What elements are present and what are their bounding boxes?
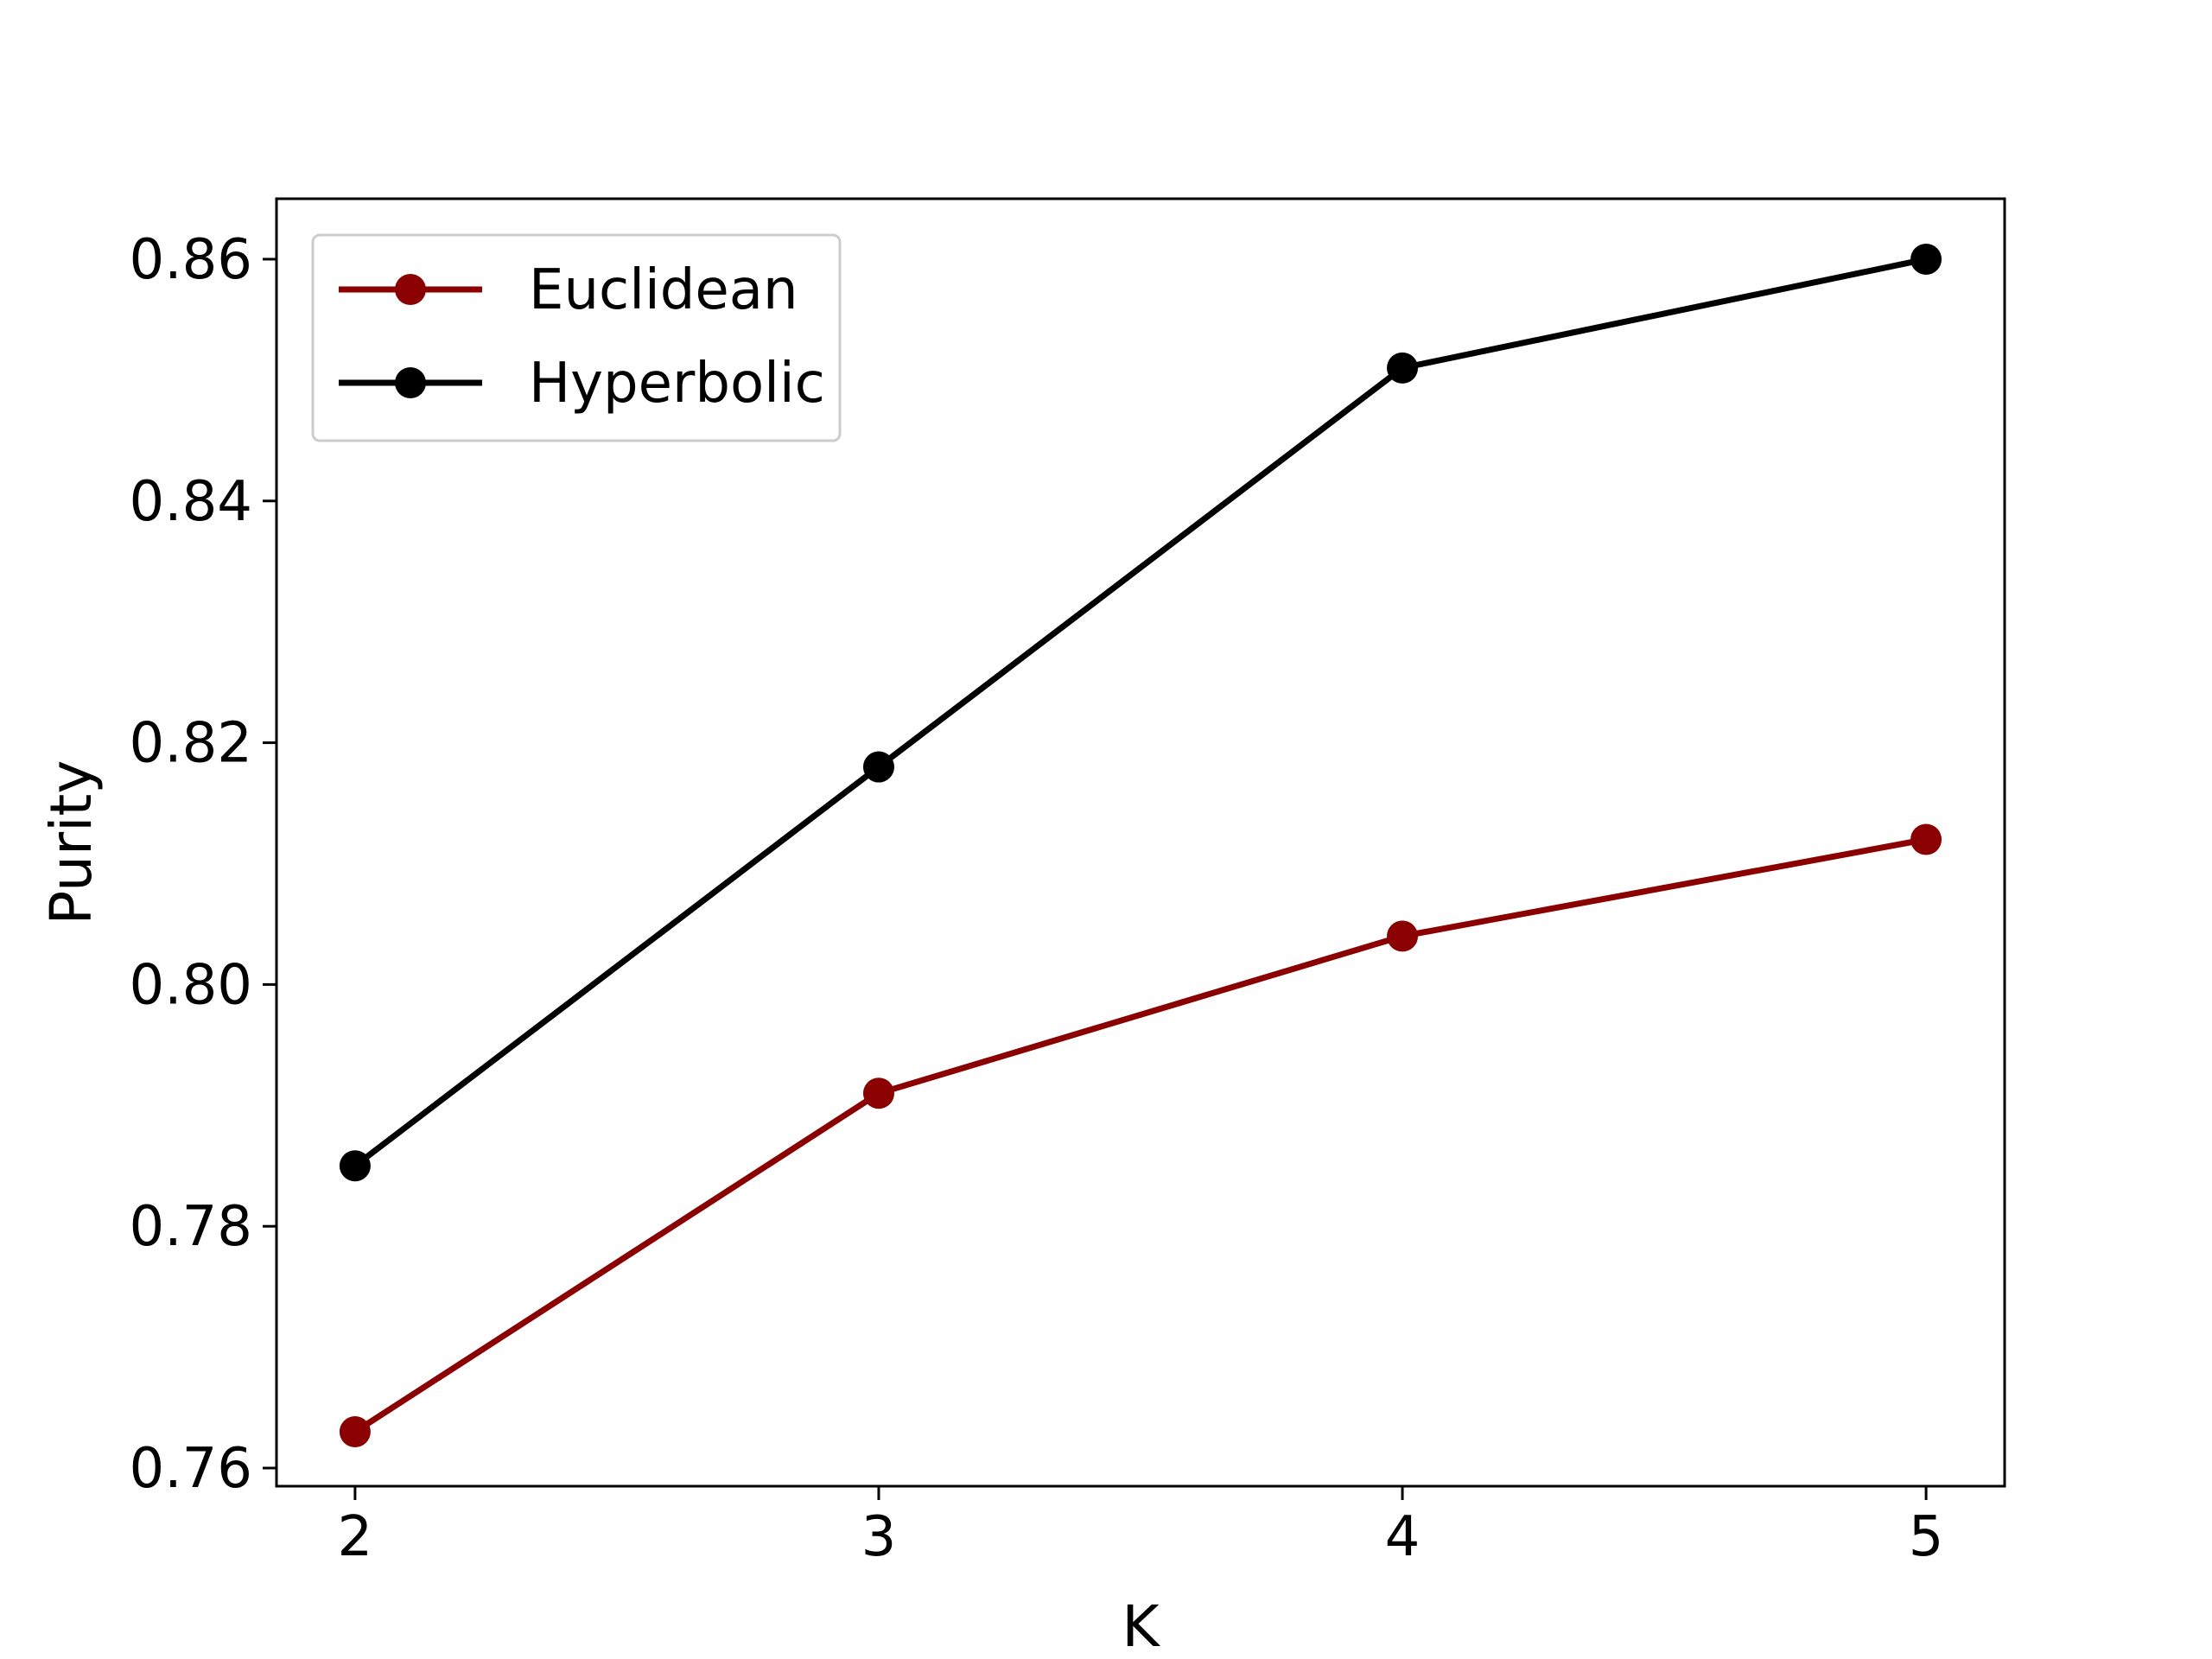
y-tick-label: 0.84 bbox=[130, 470, 253, 534]
tick-layer: 2 3 4 5 0.76 0.78 0.80 0.82 0.84 0.86 bbox=[130, 228, 1944, 1569]
y-tick-label: 0.80 bbox=[130, 953, 253, 1017]
y-axis-label: Purity bbox=[38, 760, 105, 925]
y-tick-label: 0.86 bbox=[130, 228, 253, 292]
x-tick-label: 2 bbox=[338, 1505, 373, 1569]
euclidean-data-point bbox=[1387, 920, 1419, 952]
hyperbolic-legend-label: Hyperbolic bbox=[529, 352, 825, 416]
hyperbolic-data-point bbox=[1387, 352, 1419, 384]
x-tick-label: 5 bbox=[1909, 1505, 1944, 1569]
hyperbolic-data-point bbox=[339, 1150, 371, 1182]
legend: Euclidean Hyperbolic bbox=[311, 233, 842, 442]
hyperbolic-data-point bbox=[862, 751, 894, 783]
euclidean-series-line bbox=[352, 836, 1929, 1435]
y-tick-label: 0.82 bbox=[130, 712, 253, 776]
hyperbolic-series-line bbox=[352, 256, 1929, 1169]
euclidean-data-point bbox=[862, 1077, 894, 1109]
y-tick-label: 0.78 bbox=[130, 1195, 253, 1259]
euclidean-legend-label: Euclidean bbox=[529, 258, 798, 322]
hyperbolic-data-point bbox=[1910, 243, 1942, 275]
x-axis-label: K bbox=[1122, 1593, 1160, 1659]
x-tick-label: 4 bbox=[1385, 1505, 1421, 1569]
euclidean-legend-marker bbox=[395, 274, 426, 305]
x-tick-label: 3 bbox=[861, 1505, 897, 1569]
euclidean-data-point bbox=[339, 1416, 371, 1448]
y-tick-label: 0.76 bbox=[130, 1437, 253, 1501]
hyperbolic-legend-marker bbox=[395, 367, 426, 398]
euclidean-data-point bbox=[1910, 823, 1942, 855]
plot-frame bbox=[275, 197, 2006, 1488]
series-layer bbox=[339, 243, 1942, 1448]
